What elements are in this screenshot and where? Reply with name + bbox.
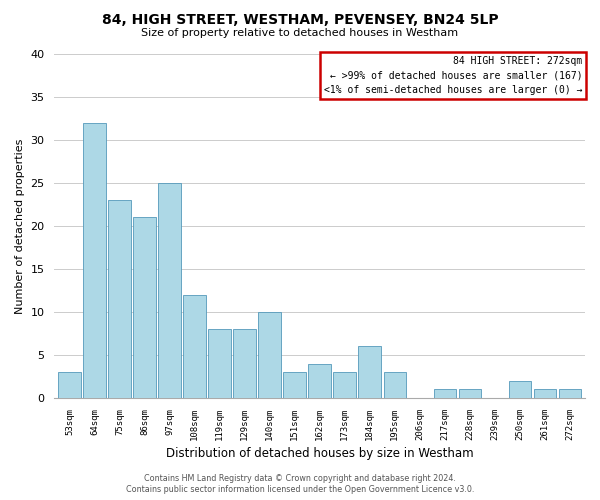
- Bar: [383, 372, 406, 398]
- Text: 84, HIGH STREET, WESTHAM, PEVENSEY, BN24 5LP: 84, HIGH STREET, WESTHAM, PEVENSEY, BN24…: [101, 12, 499, 26]
- Bar: [58, 372, 80, 398]
- Bar: [183, 295, 206, 398]
- Bar: [458, 390, 481, 398]
- Bar: [83, 123, 106, 398]
- Bar: [334, 372, 356, 398]
- Bar: [559, 390, 581, 398]
- Text: Size of property relative to detached houses in Westham: Size of property relative to detached ho…: [142, 28, 458, 38]
- Bar: [358, 346, 381, 398]
- Bar: [259, 312, 281, 398]
- Bar: [308, 364, 331, 398]
- Bar: [108, 200, 131, 398]
- Bar: [509, 381, 531, 398]
- Bar: [434, 390, 456, 398]
- Bar: [133, 218, 156, 398]
- Bar: [158, 183, 181, 398]
- Bar: [233, 330, 256, 398]
- Text: Contains HM Land Registry data © Crown copyright and database right 2024.
Contai: Contains HM Land Registry data © Crown c…: [126, 474, 474, 494]
- Text: 84 HIGH STREET: 272sqm
← >99% of detached houses are smaller (167)
<1% of semi-d: 84 HIGH STREET: 272sqm ← >99% of detache…: [324, 56, 583, 96]
- X-axis label: Distribution of detached houses by size in Westham: Distribution of detached houses by size …: [166, 447, 473, 460]
- Bar: [533, 390, 556, 398]
- Bar: [208, 330, 231, 398]
- Y-axis label: Number of detached properties: Number of detached properties: [15, 138, 25, 314]
- Bar: [283, 372, 306, 398]
